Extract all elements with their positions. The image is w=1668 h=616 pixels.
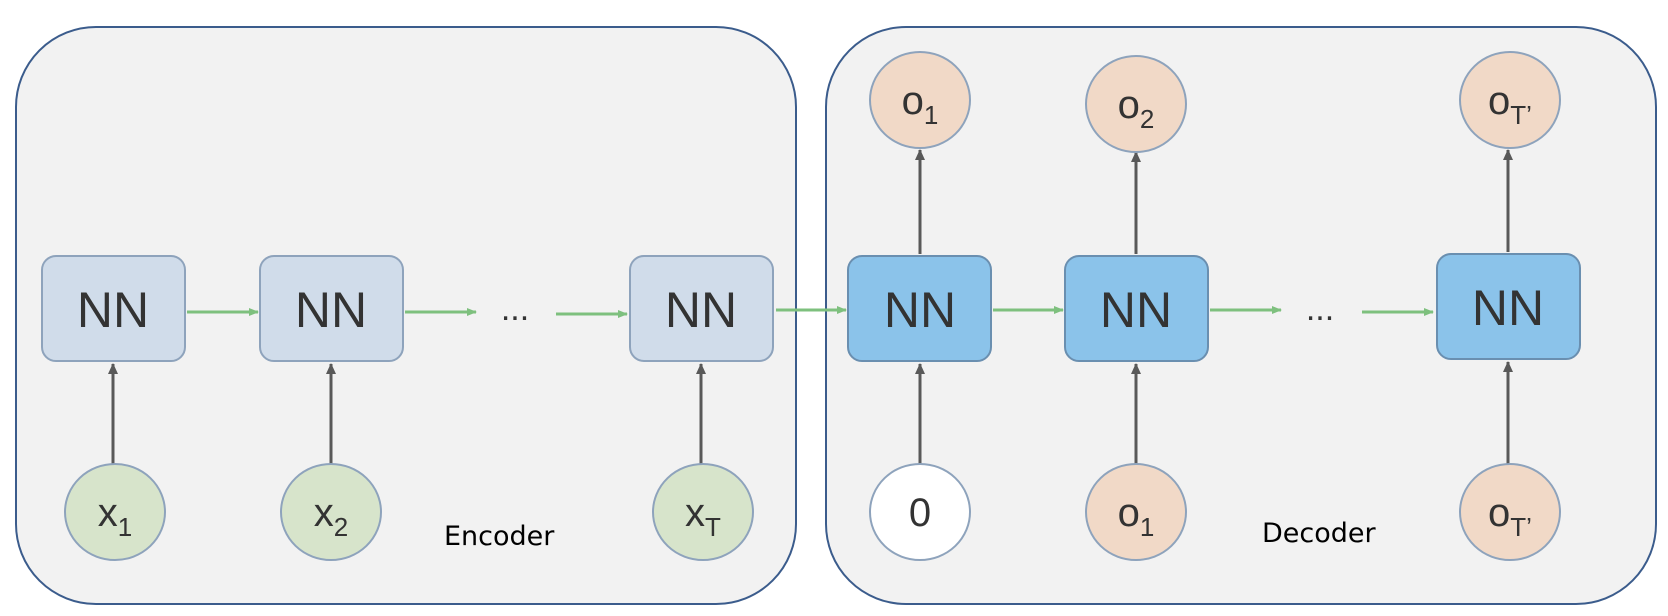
- nn-label: NN: [295, 282, 367, 338]
- nn-label: NN: [1100, 282, 1172, 338]
- recurrent-arrows: [187, 306, 1434, 318]
- decoder-input-node-zero: 0: [869, 463, 971, 561]
- decoder-nn-cell-2: NN: [1064, 255, 1209, 362]
- decoder-input-node-1: o1: [1085, 463, 1187, 561]
- decoder-panel: [825, 26, 1657, 605]
- node-label: oT’: [1488, 79, 1532, 130]
- vertical-arrows: [108, 149, 1513, 464]
- decoder-output-node-2: o2: [1085, 55, 1187, 153]
- node-label: xT: [685, 491, 721, 542]
- decoder-output-node-T: oT’: [1459, 51, 1561, 149]
- encoder-nn-cell-1: NN: [41, 255, 186, 362]
- node-label: x2: [314, 491, 348, 542]
- nn-label: NN: [1472, 280, 1544, 336]
- nn-label: NN: [77, 282, 149, 338]
- node-label: o1: [1118, 491, 1155, 542]
- nn-label: NN: [665, 282, 737, 338]
- encoder-nn-cell-T: NN: [629, 255, 774, 362]
- encoder-input-node-1: x1: [64, 463, 166, 561]
- node-label: x1: [98, 491, 132, 542]
- encoder-input-node-T: xT: [652, 463, 754, 561]
- decoder-ellipsis: ...: [1306, 290, 1334, 328]
- encoder-ellipsis: ...: [501, 290, 529, 328]
- node-label: o2: [1118, 83, 1155, 134]
- encoder-nn-cell-2: NN: [259, 255, 404, 362]
- nn-label: NN: [884, 282, 956, 338]
- decoder-output-node-1: o1: [869, 51, 971, 149]
- node-label: 0: [909, 491, 931, 535]
- decoder-input-node-T: oT’: [1459, 463, 1561, 561]
- node-label: oT’: [1488, 491, 1532, 542]
- encoder-caption: Encoder: [444, 521, 555, 552]
- decoder-caption: Decoder: [1262, 518, 1377, 549]
- decoder-nn-cell-1: NN: [847, 255, 992, 362]
- encoder-panel: [15, 26, 797, 605]
- node-label: o1: [902, 79, 939, 130]
- encoder-input-node-2: x2: [280, 463, 382, 561]
- decoder-nn-cell-T: NN: [1436, 253, 1581, 360]
